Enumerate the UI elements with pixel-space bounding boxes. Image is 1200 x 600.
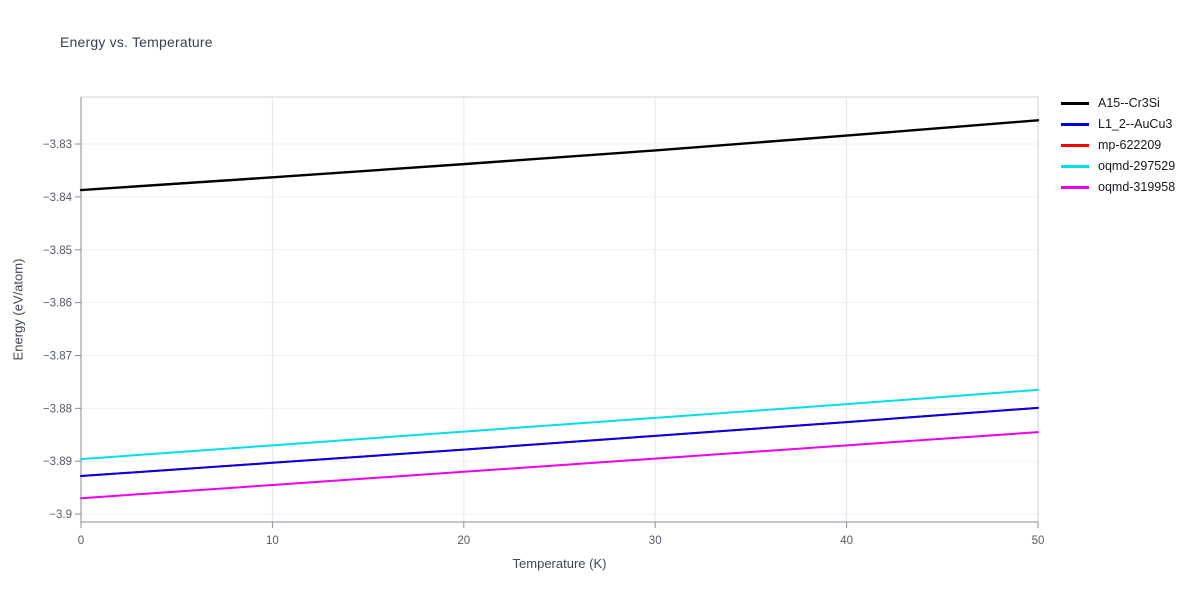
legend-label: oqmd-297529 <box>1098 159 1176 173</box>
legend-label: mp-622209 <box>1098 138 1162 152</box>
y-tick-label: −3.85 <box>43 245 72 257</box>
legend-swatch <box>1061 122 1089 126</box>
y-tick-label: −3.87 <box>43 350 72 362</box>
legend-label: oqmd-319958 <box>1098 180 1176 194</box>
y-tick-label: −3.84 <box>43 192 73 204</box>
series-line-L1_2--AuCu3 <box>80 406 1039 478</box>
x-tick-label: 10 <box>266 535 279 547</box>
legend-label: L1_2--AuCu3 <box>1098 117 1173 131</box>
legend-swatch <box>1061 143 1089 147</box>
x-tick-label: 30 <box>649 535 662 547</box>
series-line-A15--Cr3Si <box>79 119 1040 192</box>
series-line-oqmd-319958 <box>80 431 1039 500</box>
plot-border <box>80 96 1039 523</box>
legend-item: oqmd-297529 <box>1061 159 1175 173</box>
y-tick-label: −3.86 <box>43 298 72 310</box>
y-tick-label: −3.9 <box>49 509 72 521</box>
x-axis-label: Temperature (K) <box>512 556 607 571</box>
legend-item: L1_2--AuCu3 <box>1061 117 1175 131</box>
y-tick-label: −3.89 <box>43 456 72 468</box>
x-tick-label: 20 <box>457 535 470 547</box>
series-line-oqmd-297529 <box>80 388 1039 461</box>
legend-swatch <box>1061 185 1089 189</box>
chart-title: Energy vs. Temperature <box>60 34 213 50</box>
y-tick-label: −3.88 <box>43 403 72 415</box>
legend: A15--Cr3Si L1_2--AuCu3 mp-622209 oqmd-29752… <box>1061 96 1175 194</box>
legend-label: A15--Cr3Si <box>1098 96 1160 110</box>
y-tick-label: −3.83 <box>43 139 72 151</box>
legend-item: A15--Cr3Si <box>1061 96 1175 110</box>
x-tick-label: 0 <box>78 535 84 547</box>
legend-swatch <box>1061 164 1089 168</box>
legend-item: oqmd-319958 <box>1061 180 1175 194</box>
x-tick-label: 50 <box>1032 535 1045 547</box>
legend-item: mp-622209 <box>1061 138 1175 152</box>
x-tick-label: 40 <box>840 535 853 547</box>
legend-swatch <box>1061 101 1089 105</box>
